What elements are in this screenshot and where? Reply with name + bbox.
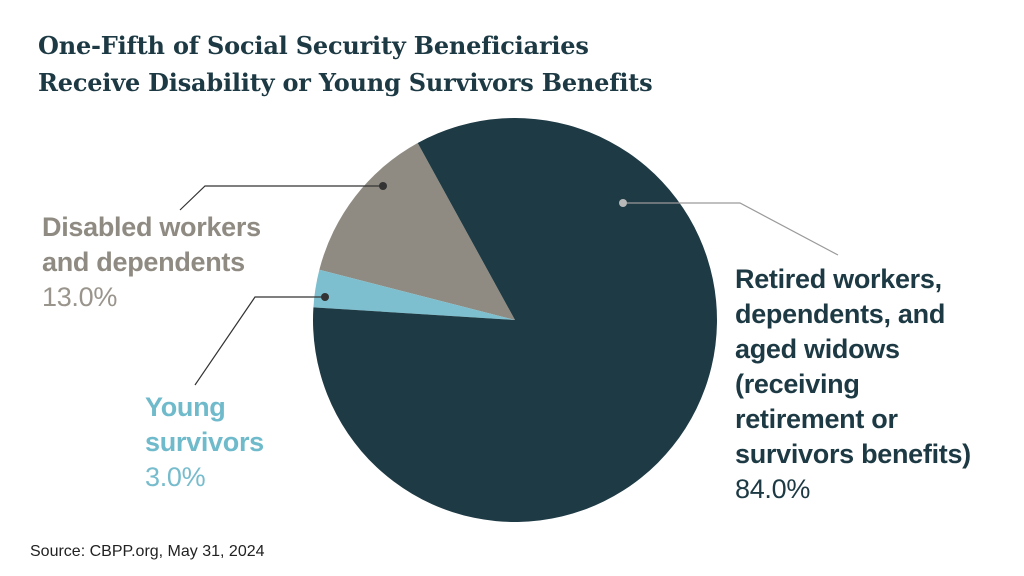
source-note: Source: CBPP.org, May 31, 2024	[30, 543, 265, 560]
label-disabled-line-2: and dependents	[42, 247, 245, 277]
label-young-line-1: Young	[145, 392, 226, 422]
leader-dot-retired	[619, 199, 627, 207]
label-retired-line-2: dependents, and	[735, 299, 946, 329]
chart-title-line-2: Receive Disability or Young Survivors Be…	[38, 68, 653, 97]
label-young-line-2: survivors	[145, 427, 264, 457]
label-retired-line-1: Retired workers,	[735, 264, 942, 294]
leader-line-young	[194, 296, 325, 386]
label-retired-line-3: aged widows	[735, 334, 900, 364]
chart-title-line-1: One-Fifth of Social Security Beneficiari…	[38, 31, 589, 60]
label-disabled-line-1: Disabled workers	[42, 212, 261, 242]
leader-dot-young	[321, 293, 329, 301]
pie-slice-disabled	[319, 142, 515, 320]
label-retired-line-4: (receiving	[735, 369, 860, 399]
leader-dot-disabled	[379, 182, 387, 190]
label-disabled-value: 13.0%	[42, 282, 118, 312]
label-retired-value: 84.0%	[735, 474, 811, 504]
pie-slice-young	[313, 269, 515, 320]
label-retired-workers: Retired workers, dependents, and aged wi…	[735, 262, 971, 507]
label-young-survivors: Young survivors 3.0%	[145, 390, 264, 495]
chart-title: One-Fifth of Social Security Beneficiari…	[38, 27, 653, 101]
label-disabled-workers: Disabled workers and dependents 13.0%	[42, 210, 261, 315]
label-young-value: 3.0%	[145, 462, 206, 492]
label-young-name: Young survivors	[145, 390, 264, 460]
pie-slice-retired	[313, 117, 717, 523]
label-disabled-name: Disabled workers and dependents	[42, 210, 261, 280]
label-retired-name: Retired workers, dependents, and aged wi…	[735, 262, 971, 472]
label-retired-line-6: survivors benefits)	[735, 439, 971, 469]
leader-line-retired	[623, 202, 839, 256]
label-retired-line-5: retirement or	[735, 404, 898, 434]
leader-line-disabled	[179, 185, 383, 211]
